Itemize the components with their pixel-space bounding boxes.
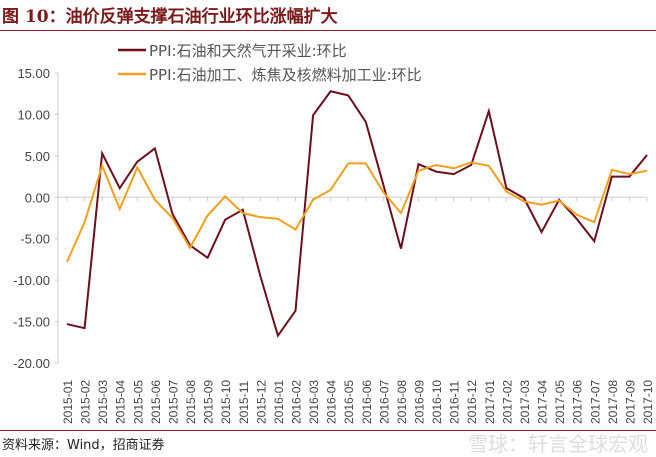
x-tick-label: 2015-06 <box>149 380 163 424</box>
x-tick-label: 2016-11 <box>448 381 462 424</box>
line-chart: 15.00 10.00 5.00 0.00 -5.00 -10.00 -15.00 -20.0… <box>0 0 656 430</box>
y-tick-label: -20.00 <box>13 356 50 371</box>
x-tick-label: 2015-11 <box>237 381 251 424</box>
x-tick-label: 2015-03 <box>96 380 110 424</box>
x-tick-label: 2015-12 <box>254 380 268 424</box>
x-tick-label: 2015-07 <box>166 380 180 424</box>
x-tick-label: 2016-08 <box>395 380 409 424</box>
legend-label: PPI:石油加工、炼焦及核燃料加工业:环比 <box>149 66 422 84</box>
x-tick-label: 2015-04 <box>114 380 128 424</box>
x-tick-label: 2017-03 <box>518 380 532 424</box>
x-tick-label: 2016-05 <box>342 380 356 424</box>
x-tick-label: 2015-01 <box>61 380 75 424</box>
x-tick-label: 2016-06 <box>360 380 374 424</box>
x-tick-label: 2017-08 <box>606 380 620 424</box>
x-tick-label: 2015-02 <box>79 380 93 424</box>
x-tick-label: 2016-09 <box>413 380 427 424</box>
y-tick-label: -10.00 <box>13 273 50 288</box>
x-tick-label: 2017-05 <box>553 380 567 424</box>
y-tick-label: 10.00 <box>17 107 50 122</box>
x-tick-label: 2015-05 <box>131 380 145 424</box>
x-tick-label: 2016-07 <box>377 380 391 424</box>
x-tick-label: 2017-02 <box>500 380 514 424</box>
x-tick-label: 2017-06 <box>571 380 585 424</box>
x-tick-label: 2015-09 <box>202 380 216 424</box>
x-tick-label: 2015-10 <box>219 380 233 424</box>
y-tick-label: 15.00 <box>17 66 50 81</box>
x-tick-label: 2016-04 <box>325 380 339 424</box>
series-line-1 <box>67 91 647 335</box>
x-tick-label: 2017-09 <box>623 380 637 424</box>
watermark: 雪球：轩言全球宏观 <box>468 428 648 457</box>
x-tick-label: 2017-07 <box>588 380 602 424</box>
x-tick-label: 2016-01 <box>272 380 286 424</box>
legend-label: PPI:石油和天然气开采业:环比 <box>149 42 347 60</box>
y-tick-label: -15.00 <box>13 315 50 330</box>
x-tick-label: 2016-12 <box>465 380 479 424</box>
series-line-2 <box>67 162 647 261</box>
x-tick-label: 2017-04 <box>536 380 550 424</box>
y-tick-label: 0.00 <box>25 190 50 205</box>
y-tick-label: 5.00 <box>25 149 50 164</box>
x-tick-label: 2016-03 <box>307 380 321 424</box>
x-tick-label: 2016-02 <box>289 380 303 424</box>
x-tick-label: 2017-01 <box>483 380 497 424</box>
y-tick-label: -5.00 <box>20 232 50 247</box>
source-note: 资料来源：Wind，招商证券 <box>2 434 165 453</box>
x-tick-label: 2017-10 <box>641 380 655 424</box>
x-tick-label: 2016-10 <box>430 380 444 424</box>
x-tick-label: 2015-08 <box>184 380 198 424</box>
